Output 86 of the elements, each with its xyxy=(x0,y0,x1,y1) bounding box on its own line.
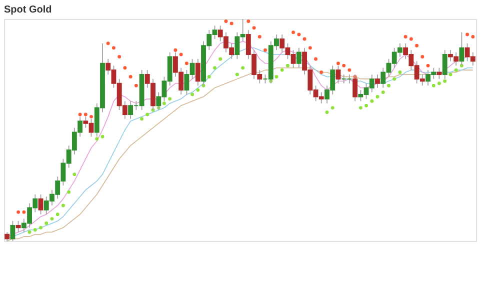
point xyxy=(196,88,200,92)
point xyxy=(438,82,441,86)
candlestick xyxy=(375,74,380,88)
point xyxy=(44,222,48,225)
point xyxy=(386,84,390,88)
point xyxy=(50,217,54,221)
point xyxy=(184,62,188,66)
candlestick xyxy=(195,58,200,86)
point xyxy=(174,48,178,52)
point xyxy=(432,84,436,88)
point xyxy=(358,106,362,110)
point xyxy=(241,66,245,70)
point xyxy=(415,44,419,48)
point xyxy=(274,74,278,78)
point xyxy=(376,94,380,98)
point xyxy=(448,72,452,76)
point xyxy=(252,26,256,30)
candlestick xyxy=(296,47,302,68)
point xyxy=(348,68,352,72)
point xyxy=(78,112,82,116)
point xyxy=(330,106,334,110)
point xyxy=(100,134,104,138)
point xyxy=(308,46,312,50)
point xyxy=(84,112,88,116)
point xyxy=(39,226,42,230)
point xyxy=(72,172,76,176)
point xyxy=(22,210,26,214)
point xyxy=(56,212,60,216)
candlestick xyxy=(10,220,16,242)
point xyxy=(61,204,65,208)
point xyxy=(33,228,37,232)
point xyxy=(95,137,99,141)
point xyxy=(342,64,346,68)
point xyxy=(404,35,408,38)
point xyxy=(246,19,250,23)
chart-title: Spot Gold xyxy=(4,4,52,16)
point xyxy=(118,55,122,58)
point xyxy=(443,79,447,83)
point xyxy=(409,37,413,41)
point xyxy=(370,99,374,103)
point xyxy=(146,112,150,116)
point xyxy=(235,72,239,76)
point xyxy=(28,230,32,234)
point xyxy=(207,74,211,78)
point xyxy=(336,62,340,66)
point xyxy=(466,32,470,36)
point xyxy=(230,22,234,26)
point xyxy=(325,110,329,114)
point xyxy=(162,102,166,106)
point xyxy=(302,37,306,41)
point xyxy=(286,64,290,68)
point xyxy=(471,35,475,38)
point xyxy=(280,68,284,72)
point xyxy=(320,70,324,74)
candlestick xyxy=(442,50,448,80)
point xyxy=(426,64,430,68)
point xyxy=(67,190,71,194)
candlestick xyxy=(436,67,442,80)
point xyxy=(454,68,458,72)
point xyxy=(218,57,222,61)
candlestick xyxy=(336,65,341,84)
point xyxy=(112,46,116,50)
point xyxy=(190,92,194,96)
point xyxy=(128,74,132,78)
point xyxy=(224,19,228,23)
point xyxy=(258,35,262,38)
point xyxy=(134,84,138,88)
point xyxy=(398,70,402,74)
point xyxy=(392,77,396,81)
point xyxy=(140,117,144,121)
candlestick xyxy=(16,220,21,233)
point xyxy=(179,52,183,56)
point xyxy=(106,42,110,46)
point xyxy=(292,30,296,34)
point xyxy=(381,90,385,94)
point xyxy=(213,66,216,70)
point xyxy=(420,55,424,58)
point xyxy=(123,66,127,70)
candlestick xyxy=(38,194,44,215)
point xyxy=(90,114,94,118)
point xyxy=(314,57,318,61)
point xyxy=(297,32,301,36)
point xyxy=(16,210,20,214)
point xyxy=(168,97,172,101)
point xyxy=(364,104,368,108)
point xyxy=(264,48,267,52)
